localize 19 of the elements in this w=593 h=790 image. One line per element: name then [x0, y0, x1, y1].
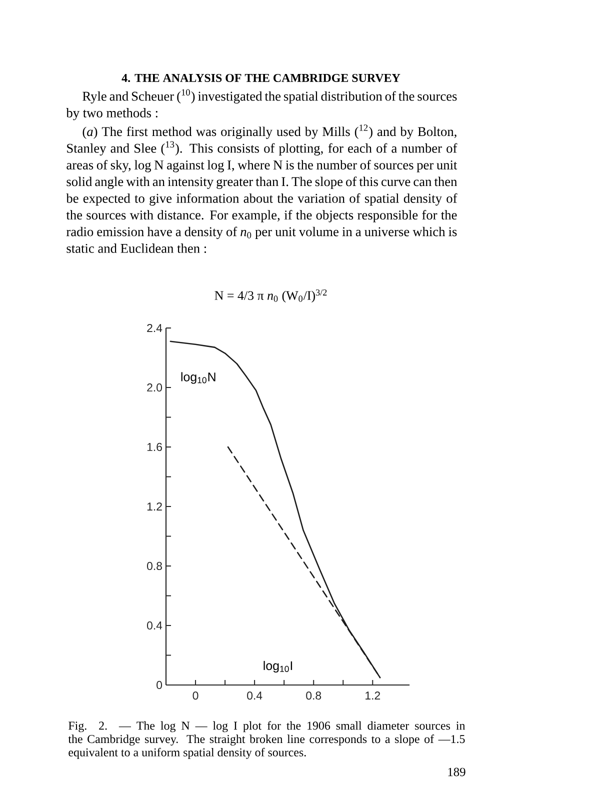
text: (a) The first method was originally used by Mills ($^{12}$) and by Bolton, Stanley and Slee ($^{13}$). This consists of plotting, for each of a number of areas of sky, log N against log I, where N is the number of sources per unit solid angle with an intensity greater than I. The slope of this curve can then be expected to give information about the variation of spatial density of the sources with distance. For example, if the objects responsible for the radio emission have a density of n$_{0}$ per unit volume in a universe which is static and Euclidean then : — [66, 124, 458, 253]
x-tick-label: 0.4 — [247, 692, 262, 700]
y-axis-title: log$_{10}$N — [181, 372, 216, 384]
text: Ryle and Scheuer ($^{10}$) investigated the spatial distribution of the sources by two methods : — [66, 89, 457, 120]
x-tick-label: 0 — [192, 692, 198, 700]
y-tick-label: 0.8 — [147, 562, 162, 570]
y-tick-label: 0.4 — [147, 621, 162, 630]
y-tick-label: 0 — [156, 680, 162, 690]
caption: Fig. 2. — The log N — log I plot for the 1906 small diameter sources in the Cambridge survey. The straight broken line corresponds to a slope of —1.5 equivalent to a uniform spatial density of sources. — [68, 721, 466, 759]
y-tick-label: 2.0 — [147, 383, 162, 392]
text: N = 4/3 π n$_{0}$ (W$_{0}$/I)$^{3/2}$ — [214, 289, 327, 303]
chart-title: 4. THE ANALYSIS OF THE CAMBRIDGE SURVEY — [122, 74, 400, 82]
y-tick-label: 2.4 — [147, 324, 162, 332]
x-axis-title: log$_{10}$I — [264, 660, 292, 673]
x-tick-label: 0.8 — [306, 692, 322, 700]
y-tick-label: 1.2 — [147, 502, 162, 510]
x-tick-label: 1.2 — [366, 692, 380, 700]
y-tick-label: 1.6 — [147, 442, 162, 452]
text: 189 — [448, 768, 466, 776]
